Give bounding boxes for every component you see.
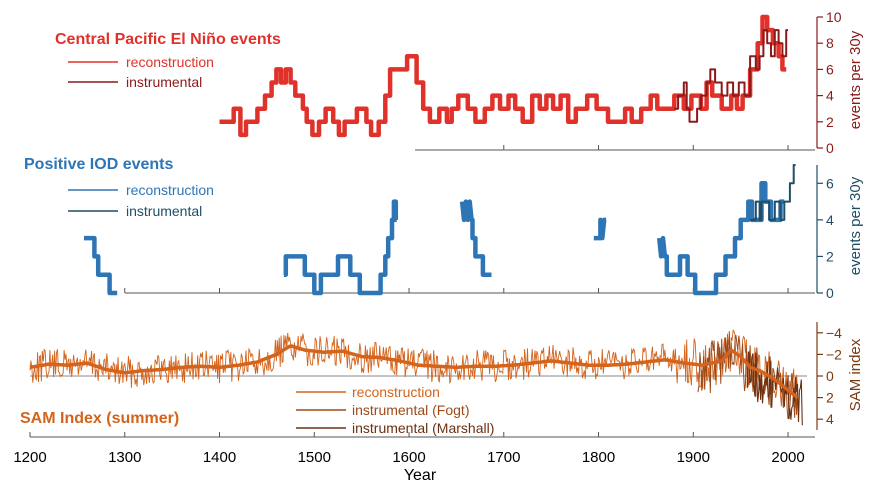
panel2-y-tick-label: 6 — [826, 175, 834, 191]
panel1-y-tick-label: 2 — [826, 114, 834, 130]
panel1-y-tick-label: 4 — [826, 88, 834, 104]
iod-instrumental-line — [750, 164, 796, 221]
sam-reconstruction-annual-line — [29, 329, 798, 410]
panel3-x-axis: 1200 1300 1400 1500 1600 1700 1800 1900 2000 — [13, 432, 815, 466]
panel1-title: Central Pacific El Niño events — [55, 31, 281, 48]
x-tick-label: 1300 — [108, 449, 141, 466]
iod-reconstruction-line — [283, 199, 399, 296]
panel3-y-tick-label: 2 — [826, 390, 834, 406]
panel1-legend-reconstruction: reconstruction — [126, 54, 214, 70]
x-tick-label: 1600 — [392, 449, 425, 466]
panel2-ylabel: events per 30y — [847, 176, 864, 275]
panel2-y-axis: 0 2 4 6 — [816, 165, 834, 301]
panel3-y-axis: −4 −2 0 2 4 — [816, 322, 842, 430]
iod-reconstruction-line — [84, 235, 118, 296]
panel1-y-tick-label: 8 — [826, 35, 834, 51]
x-tick-label: 1800 — [582, 449, 615, 466]
x-tick-label: 1400 — [203, 449, 236, 466]
panel3-legend-fogt: instrumental (Fogt) — [352, 402, 469, 418]
iod-reconstruction-line — [656, 181, 785, 296]
panel2-legend-reconstruction: reconstruction — [126, 182, 214, 198]
el-nino-reconstruction-line — [219, 14, 787, 138]
x-tick-label: 1900 — [677, 449, 710, 466]
panel2-legend-instrumental: instrumental — [126, 203, 202, 219]
panel1-x-axis — [415, 145, 815, 151]
iod-reconstruction-line — [459, 199, 492, 277]
panel2-y-tick-label: 4 — [826, 212, 834, 228]
panel-sam: 1200 1300 1400 1500 1600 1700 1800 1900 2000 −4−… — [13, 322, 864, 484]
panel3-y-tick-label: 0 — [826, 368, 834, 384]
panel1-series — [219, 14, 788, 138]
panel1-y-tick-label: 6 — [826, 61, 834, 77]
x-tick-label: 1700 — [487, 449, 520, 466]
panel1-y-tick-label: 0 — [826, 140, 834, 156]
sam-reconstruction-smoothed-line — [29, 344, 799, 399]
panel3-y-tick-label: −2 — [826, 346, 842, 362]
panel3-legend-reconstruction: reconstruction — [352, 384, 440, 400]
panel1-y-tick-label: 10 — [826, 9, 842, 25]
panel1-y-axis: 0 2 4 6 8 10 — [816, 9, 842, 156]
panel1-legend-instrumental: instrumental — [126, 74, 202, 90]
panel3-y-tick-label: −4 — [826, 325, 842, 341]
panel-el-nino: Central Pacific El Niño events reconstru… — [55, 9, 864, 156]
panel3-series — [29, 329, 807, 426]
panel3-y-tick-label: 4 — [826, 411, 834, 427]
panel2-title: Positive IOD events — [24, 156, 173, 173]
panel-iod: Positive IOD events reconstruction instr… — [24, 156, 864, 301]
panel2-y-tick-label: 2 — [826, 248, 834, 264]
x-axis-label: Year — [404, 467, 437, 484]
x-tick-label: 1500 — [298, 449, 331, 466]
panel3-ylabel: SAM index — [847, 338, 864, 411]
iod-reconstruction-line — [593, 217, 607, 241]
panel2-y-tick-label: 0 — [826, 285, 834, 301]
panel2-series — [84, 164, 796, 296]
x-tick-label: 2000 — [771, 449, 804, 466]
panel3-legend-marshall: instrumental (Marshall) — [352, 420, 494, 436]
panel3-title: SAM Index (summer) — [20, 410, 179, 427]
el-nino-instrumental-line — [674, 29, 788, 123]
x-tick-label: 1200 — [13, 449, 46, 466]
panel1-ylabel: events per 30y — [847, 30, 864, 129]
